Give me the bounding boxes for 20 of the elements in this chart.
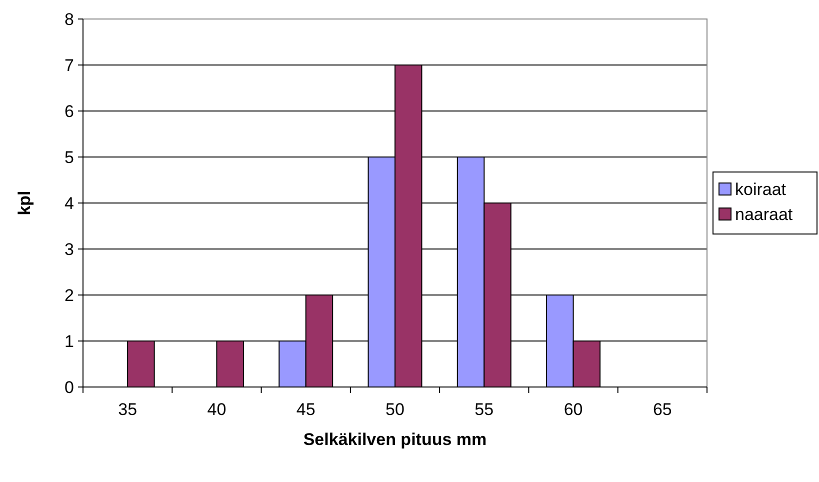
y-tick-label: 7 <box>64 56 74 75</box>
y-tick-label: 0 <box>64 378 74 397</box>
legend-label: koiraat <box>735 180 786 199</box>
y-tick-label: 4 <box>64 194 74 213</box>
x-tick-label: 35 <box>118 400 138 419</box>
x-tick-label: 40 <box>207 400 226 419</box>
y-tick-label: 8 <box>64 10 74 29</box>
y-tick-label: 1 <box>64 332 74 351</box>
x-tick-label: 50 <box>386 400 404 419</box>
y-axis-title: kpl <box>15 190 34 216</box>
x-tick-label: 65 <box>652 400 672 419</box>
y-tick-label: 6 <box>64 102 74 121</box>
y-tick-label: 5 <box>64 148 74 167</box>
legend-label: naaraat <box>735 204 793 224</box>
x-tick-label: 55 <box>474 400 494 419</box>
y-tick-label: 3 <box>64 240 74 259</box>
x-tick-label: 60 <box>564 400 583 419</box>
y-tick-label: 2 <box>64 286 74 305</box>
x-tick-label: 45 <box>296 400 316 419</box>
x-axis-title: Selkäkilven pituus mm <box>303 430 487 449</box>
